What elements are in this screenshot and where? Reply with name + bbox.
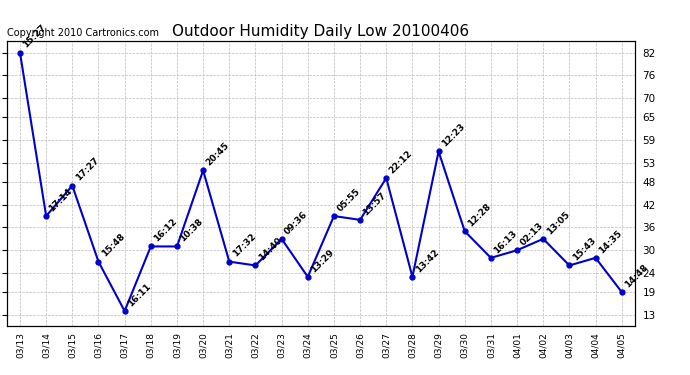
Text: 12:23: 12:23 <box>440 122 466 148</box>
Text: 17:14: 17:14 <box>48 186 75 213</box>
Text: 16:11: 16:11 <box>126 282 152 308</box>
Text: 13:42: 13:42 <box>414 248 440 274</box>
Text: 15:27: 15:27 <box>21 23 48 50</box>
Text: 13:57: 13:57 <box>362 190 388 217</box>
Text: 14:40: 14:40 <box>257 236 284 262</box>
Text: 16:12: 16:12 <box>152 217 179 244</box>
Text: 17:27: 17:27 <box>74 156 101 183</box>
Text: Copyright 2010 Cartronics.com: Copyright 2010 Cartronics.com <box>7 28 159 38</box>
Text: 15:43: 15:43 <box>571 236 598 262</box>
Title: Outdoor Humidity Daily Low 20100406: Outdoor Humidity Daily Low 20100406 <box>172 24 469 39</box>
Text: 14:48: 14:48 <box>623 262 650 289</box>
Text: 20:45: 20:45 <box>204 141 231 168</box>
Text: 16:13: 16:13 <box>492 228 519 255</box>
Text: 09:36: 09:36 <box>283 210 310 236</box>
Text: 17:32: 17:32 <box>230 232 257 259</box>
Text: 22:12: 22:12 <box>388 148 414 175</box>
Text: 15:48: 15:48 <box>100 232 126 259</box>
Text: 13:29: 13:29 <box>309 248 336 274</box>
Text: 02:13: 02:13 <box>518 221 545 248</box>
Text: 14:35: 14:35 <box>597 228 624 255</box>
Text: 10:38: 10:38 <box>178 217 205 244</box>
Text: 12:28: 12:28 <box>466 202 493 228</box>
Text: 13:05: 13:05 <box>544 210 571 236</box>
Text: 05:55: 05:55 <box>335 187 362 213</box>
